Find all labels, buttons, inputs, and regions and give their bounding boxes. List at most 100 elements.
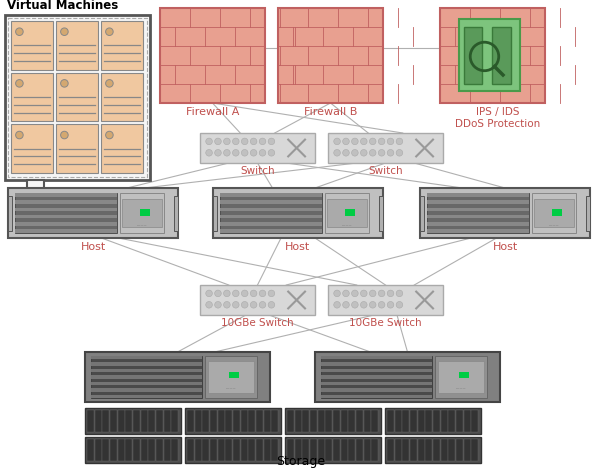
Bar bbox=[427, 208, 529, 211]
Bar bbox=[256, 410, 263, 432]
Circle shape bbox=[61, 80, 68, 87]
Bar bbox=[325, 439, 332, 461]
Bar bbox=[320, 369, 432, 372]
Bar bbox=[160, 8, 265, 103]
Circle shape bbox=[334, 302, 340, 308]
Bar bbox=[123, 199, 162, 227]
Circle shape bbox=[268, 302, 275, 308]
Bar bbox=[220, 215, 322, 219]
Bar bbox=[385, 408, 481, 434]
Circle shape bbox=[251, 150, 257, 156]
Bar bbox=[287, 439, 294, 461]
Bar bbox=[101, 21, 143, 70]
Bar bbox=[8, 188, 178, 238]
Bar bbox=[333, 410, 340, 432]
Bar bbox=[463, 410, 471, 432]
Bar bbox=[349, 410, 355, 432]
Bar bbox=[315, 352, 500, 402]
Bar bbox=[325, 193, 370, 233]
Bar bbox=[427, 193, 529, 197]
Bar bbox=[387, 410, 394, 432]
Circle shape bbox=[396, 138, 403, 145]
Bar bbox=[364, 439, 371, 461]
Bar bbox=[15, 229, 117, 233]
Circle shape bbox=[259, 290, 266, 297]
Circle shape bbox=[224, 290, 230, 297]
Bar bbox=[371, 410, 378, 432]
Text: Switch: Switch bbox=[368, 166, 403, 176]
Circle shape bbox=[334, 290, 340, 297]
Bar bbox=[278, 8, 383, 103]
Bar bbox=[256, 439, 263, 461]
Bar bbox=[225, 410, 232, 432]
Bar bbox=[534, 199, 574, 227]
Circle shape bbox=[396, 290, 403, 297]
Bar bbox=[320, 395, 432, 398]
Bar bbox=[345, 209, 355, 216]
Bar bbox=[156, 439, 163, 461]
Circle shape bbox=[268, 290, 275, 297]
Bar bbox=[15, 208, 117, 211]
Bar bbox=[220, 200, 322, 204]
Bar bbox=[285, 437, 381, 463]
Circle shape bbox=[361, 138, 367, 145]
Bar bbox=[320, 356, 432, 398]
Bar bbox=[459, 372, 469, 378]
Circle shape bbox=[106, 131, 113, 139]
Bar bbox=[287, 410, 294, 432]
Circle shape bbox=[378, 138, 385, 145]
Bar bbox=[440, 8, 545, 103]
Bar bbox=[410, 439, 417, 461]
Circle shape bbox=[16, 80, 23, 87]
Text: Firewall A: Firewall A bbox=[186, 107, 239, 117]
Circle shape bbox=[259, 150, 266, 156]
Circle shape bbox=[343, 150, 349, 156]
Bar bbox=[426, 410, 432, 432]
Bar bbox=[171, 439, 178, 461]
Bar bbox=[233, 410, 240, 432]
Circle shape bbox=[352, 302, 358, 308]
Circle shape bbox=[343, 290, 349, 297]
Bar bbox=[91, 369, 201, 372]
Bar bbox=[233, 439, 240, 461]
Circle shape bbox=[242, 138, 248, 145]
Bar bbox=[15, 215, 117, 219]
Circle shape bbox=[370, 302, 376, 308]
Bar bbox=[133, 410, 140, 432]
Bar bbox=[208, 361, 254, 393]
Bar bbox=[427, 222, 529, 226]
Circle shape bbox=[251, 302, 257, 308]
Bar bbox=[552, 209, 562, 216]
Bar bbox=[248, 439, 255, 461]
Bar bbox=[203, 439, 209, 461]
Bar bbox=[27, 180, 44, 190]
Bar bbox=[163, 439, 171, 461]
Bar bbox=[435, 356, 487, 398]
Circle shape bbox=[387, 150, 394, 156]
Bar bbox=[210, 410, 217, 432]
Text: Host: Host bbox=[492, 242, 517, 252]
Bar bbox=[379, 195, 383, 230]
Bar bbox=[148, 410, 155, 432]
Bar bbox=[187, 439, 194, 461]
Text: Virtual Machines: Virtual Machines bbox=[7, 0, 118, 12]
Bar bbox=[441, 439, 448, 461]
Circle shape bbox=[370, 290, 376, 297]
Bar bbox=[91, 375, 201, 379]
Bar bbox=[8, 195, 12, 230]
Circle shape bbox=[387, 290, 394, 297]
Bar bbox=[56, 124, 98, 173]
Circle shape bbox=[352, 138, 358, 145]
Bar bbox=[420, 188, 590, 238]
Text: Storage: Storage bbox=[276, 455, 326, 468]
Circle shape bbox=[378, 150, 385, 156]
Bar bbox=[302, 439, 309, 461]
Bar bbox=[294, 410, 302, 432]
Bar bbox=[91, 356, 201, 359]
Bar bbox=[87, 410, 94, 432]
Circle shape bbox=[361, 290, 367, 297]
Bar bbox=[427, 200, 529, 204]
Circle shape bbox=[242, 150, 248, 156]
Bar bbox=[302, 410, 309, 432]
Circle shape bbox=[352, 290, 358, 297]
